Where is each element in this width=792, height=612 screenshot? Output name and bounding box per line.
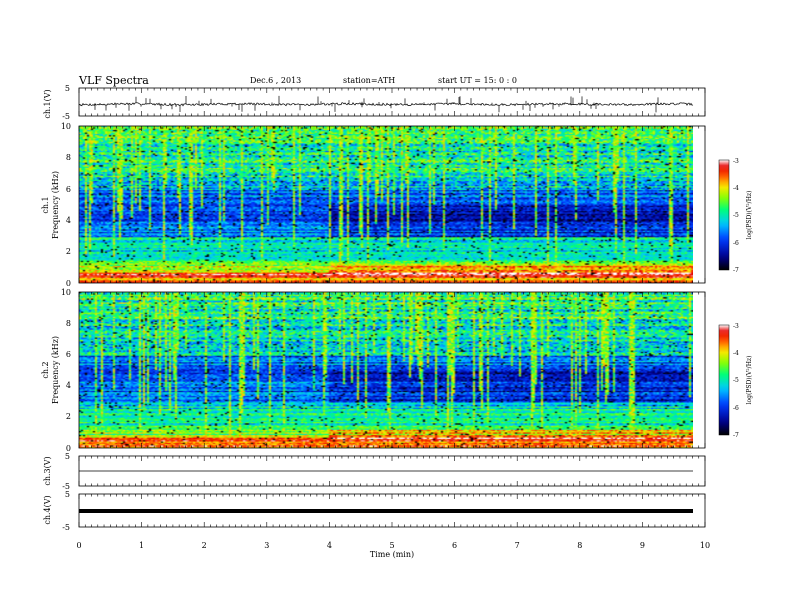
ch4-ylabel: ch.4(V) (43, 495, 52, 524)
ch4-waveform-panel: 5 -5 ch.4(V) (43, 490, 706, 532)
ch4-waveform-band (79, 509, 693, 513)
time-tick-label: 4 (327, 541, 332, 550)
ch1-colorbar-label: log(PSD)(V²/Hz) (746, 191, 753, 240)
ch2-colorbar-gradient (718, 324, 730, 436)
ch2-colorbar: -3 -4 -5 -6 -7 log(PSD)(V²/Hz) (718, 323, 753, 439)
ch2-spectrogram-ticks (78, 292, 706, 448)
time-tick-label: 9 (640, 541, 645, 550)
ch1-ytick-4: 4 (66, 216, 71, 225)
ch1-waveform-trace (78, 95, 694, 113)
ch1-ylabel: ch.1(V) (43, 89, 52, 118)
ch2-ytick-6: 6 (66, 350, 71, 359)
ch1-spectrogram-ticks (78, 126, 706, 283)
ch1-ytick-8: 8 (66, 153, 71, 162)
ch3-ytick-bottom: -5 (62, 482, 70, 491)
time-tick-label: 7 (515, 541, 520, 550)
ch1-colorbar-gradient (718, 159, 730, 271)
ch4-ytick-bottom: -5 (62, 523, 70, 532)
cb2-tick-minus6: -6 (733, 405, 739, 412)
ch3-ytick-top: 5 (65, 452, 70, 461)
time-tick-label: 6 (452, 541, 457, 550)
time-tick-label: 1 (139, 541, 144, 550)
ch1-spectrogram-panel: 10 8 6 4 2 0 ch.1 Frequency (kHz) (41, 122, 706, 288)
ch1-ytick-0: 0 (66, 279, 71, 288)
ch1-spec-label-channel: ch.1 (41, 196, 50, 213)
ch3-ylabel: ch.3(V) (43, 456, 52, 485)
cb1-tick-minus3: -3 (733, 158, 739, 165)
ch2-spec-label-channel: ch.2 (41, 361, 50, 378)
cb1-tick-minus6: -6 (733, 240, 739, 247)
time-tick-label: 10 (700, 541, 710, 550)
ch2-spectrogram-panel: 10 8 6 4 2 0 ch.2 Frequency (kHz) (41, 288, 706, 453)
time-axis-label: Time (min) (370, 550, 414, 559)
ch1-ytick-10: 10 (61, 122, 71, 131)
time-tick-label: 5 (389, 541, 394, 550)
ch4-ytick-top: 5 (65, 490, 70, 499)
cb1-tick-minus4: -4 (733, 185, 739, 192)
ch1-ytick-6: 6 (66, 185, 71, 194)
time-tick-label: 2 (202, 541, 207, 550)
ch2-colorbar-label: log(PSD)(V²/Hz) (746, 356, 753, 405)
cb1-tick-minus7: -7 (733, 267, 739, 274)
cb2-tick-minus7: -7 (733, 432, 739, 439)
cb2-tick-minus5: -5 (733, 377, 739, 384)
cb2-tick-minus4: -4 (733, 350, 739, 357)
ch2-ytick-2: 2 (66, 412, 71, 421)
ch1-spectrogram-image (79, 126, 693, 283)
ch4-ticks (78, 494, 706, 527)
ch1-ytick-2: 2 (66, 247, 71, 256)
ch3-waveform-panel: 5 -5 ch.3(V) (43, 452, 706, 491)
figure-title: VLF Spectra (78, 74, 149, 87)
ch1-spec-label-frequency: Frequency (kHz) (51, 171, 60, 239)
date-label: Dec.6 , 2013 (250, 76, 301, 85)
cb2-tick-minus3: -3 (733, 323, 739, 330)
ch1-colorbar: -3 -4 -5 -6 -7 log(PSD)(V²/Hz) (718, 158, 753, 274)
ch3-ticks (78, 456, 706, 486)
ch2-ytick-4: 4 (66, 381, 71, 390)
ch1-ytick-top: 5 (65, 84, 70, 93)
cb1-tick-minus5: -5 (733, 212, 739, 219)
ch2-ytick-0: 0 (66, 444, 71, 453)
station-label: station=ATH (343, 76, 395, 85)
time-axis-tick-labels: 0 1 2 3 4 5 6 7 8 9 10 (76, 541, 710, 550)
time-tick-label: 0 (76, 541, 81, 550)
ch2-spectrogram-image (79, 292, 693, 448)
start-time-label: start UT = 15: 0 : 0 (438, 76, 517, 85)
ch1-waveform-panel: 5 -5 ch.1(V) (43, 84, 706, 121)
ch1-ticks (78, 88, 706, 116)
ch1-ytick-bottom: -5 (62, 112, 70, 121)
time-tick-label: 3 (264, 541, 269, 550)
ch2-ytick-8: 8 (66, 319, 71, 328)
time-tick-label: 8 (577, 541, 582, 550)
ch2-spec-label-frequency: Frequency (kHz) (51, 336, 60, 404)
ch2-ytick-10: 10 (61, 288, 71, 297)
